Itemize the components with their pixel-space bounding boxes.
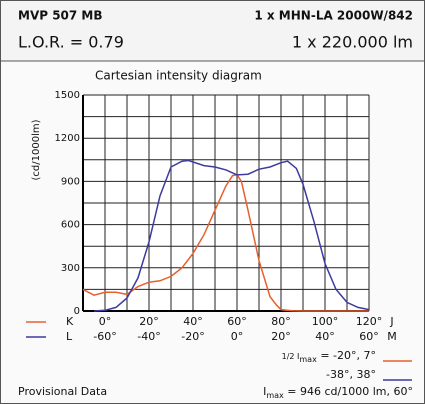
x2-tick-label: 120° [356, 315, 383, 328]
series-line [93, 159, 370, 312]
half-max-l: -38°, 38° [326, 368, 376, 381]
y-tick-label: 1200 [55, 133, 80, 144]
y-tick-label: 300 [61, 263, 80, 274]
note: Provisional Data [18, 385, 107, 398]
x2-tick-label: 60° [227, 315, 247, 328]
x-tick-label: -20° [181, 330, 204, 343]
legend-label: K [66, 315, 74, 328]
x2-end-label: J [389, 315, 393, 328]
x-tick-label: -40° [137, 330, 160, 343]
imax: Imax = 946 cd/1000 lm, 60° [263, 385, 413, 400]
x-tick-label: 60° [359, 330, 379, 343]
half-max-k-pre: 1/2 I [282, 352, 300, 361]
x-end-label: M [387, 330, 397, 343]
half-max-k: 1/2 Imax = -20°, 7° [282, 349, 376, 364]
chart-title: Cartesian intensity diagram [95, 69, 262, 83]
lamp: 1 x MHN-LA 2000W/842 [254, 9, 413, 23]
half-max-k-sub: max [299, 355, 317, 364]
x-tick-label: 0° [231, 330, 244, 343]
flux: 1 x 220.000 lm [292, 33, 413, 52]
x-tick-label: 40° [315, 330, 335, 343]
half-max-k-post: = -20°, 7° [317, 349, 376, 362]
x2-tick-label: 20° [139, 315, 159, 328]
imax-post: = 946 cd/1000 lm, 60° [284, 385, 413, 398]
y-tick-label: 1500 [55, 90, 80, 101]
y-tick-label: 0 [74, 306, 80, 317]
x2-tick-label: 80° [271, 315, 291, 328]
imax-sub: max [266, 391, 284, 400]
y-tick-label: 900 [61, 176, 80, 187]
luminaire-name: MVP 507 MB [18, 9, 103, 23]
lor: L.O.R. = 0.79 [18, 33, 124, 52]
x2-tick-label: 40° [183, 315, 203, 328]
imax-pre: I [263, 385, 266, 398]
x-tick-label: 20° [271, 330, 291, 343]
legend-label: L [66, 330, 73, 343]
x2-tick-label: 0° [99, 315, 112, 328]
y-axis-label: (cd/1000lm) [31, 119, 42, 180]
x2-tick-label: 100° [312, 315, 339, 328]
x-tick-label: -60° [93, 330, 116, 343]
y-tick-label: 600 [61, 220, 80, 231]
